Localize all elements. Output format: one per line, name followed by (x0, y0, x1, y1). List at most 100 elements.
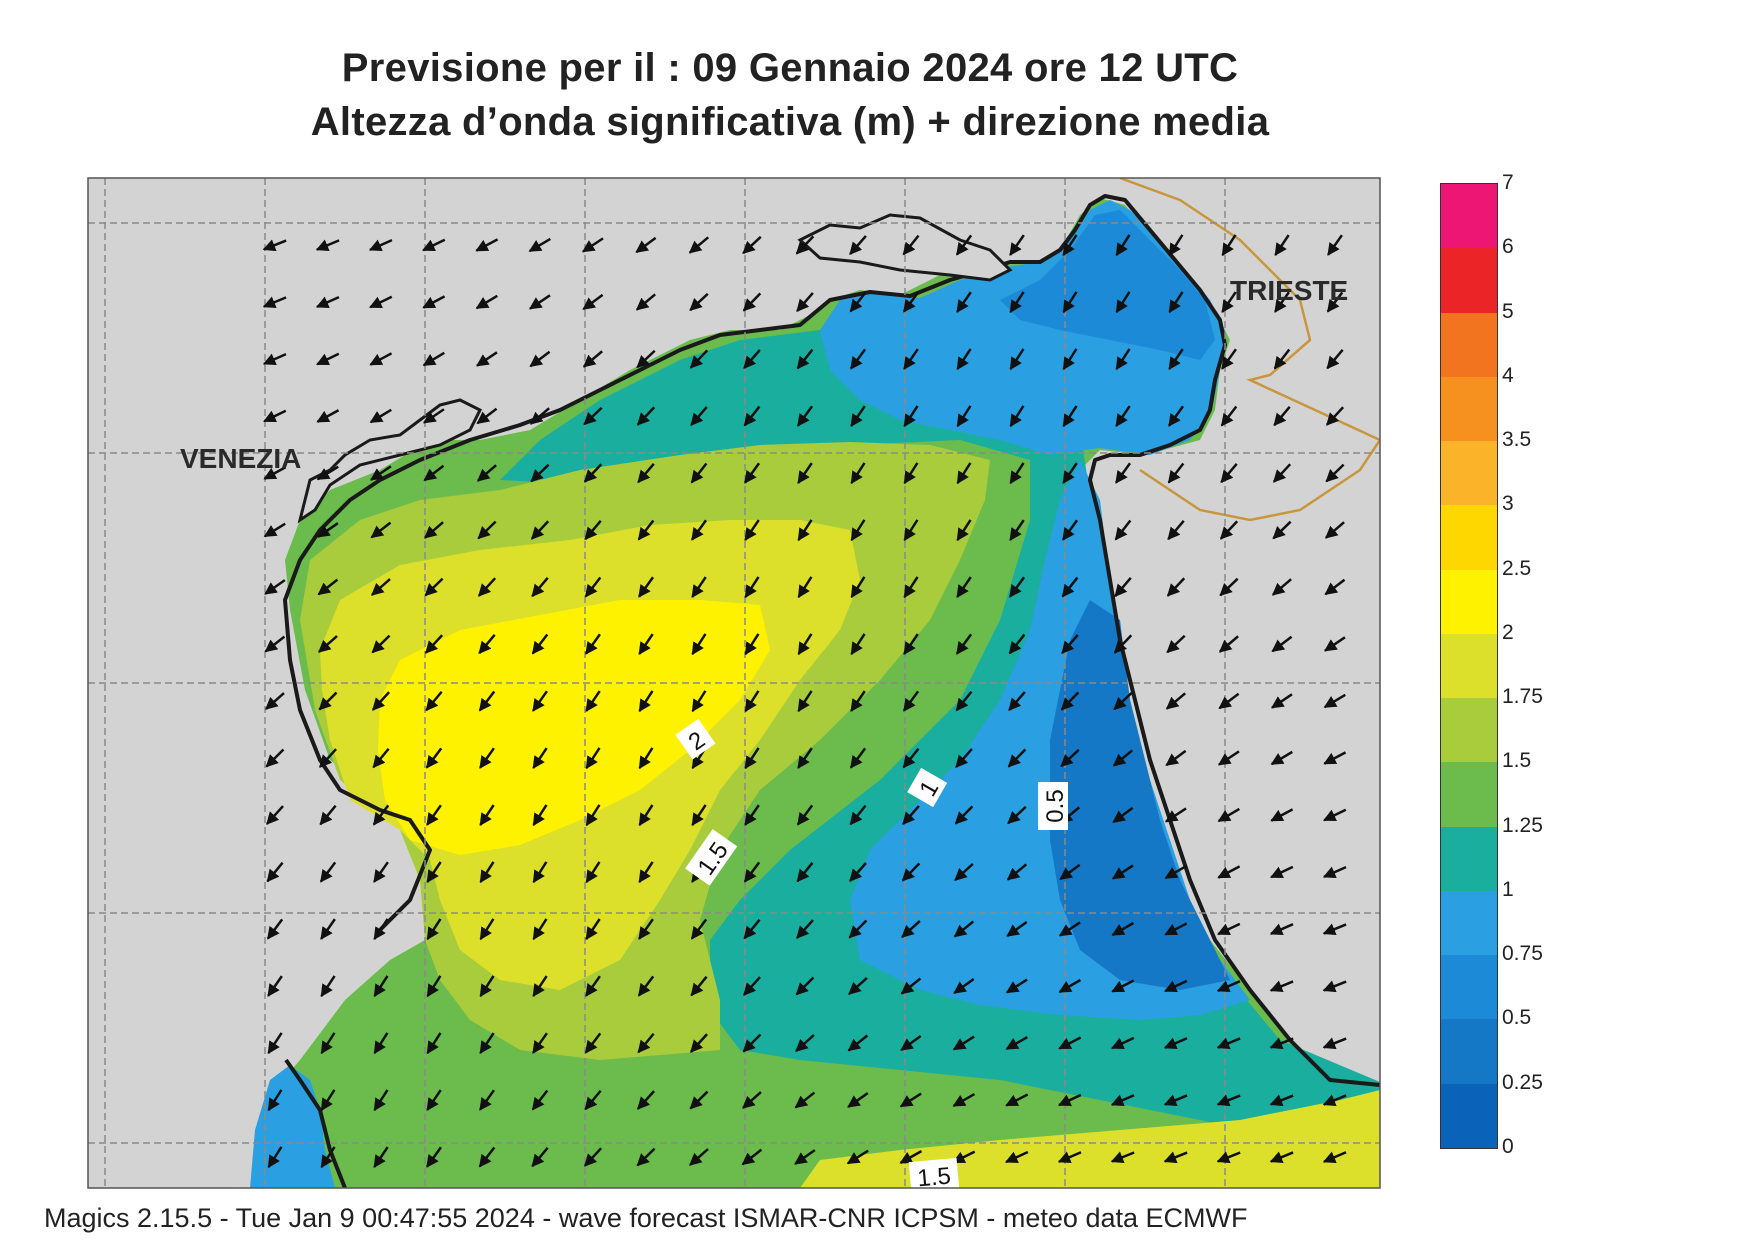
direction-arrow (424, 634, 444, 654)
colorbar-segment (1441, 312, 1497, 377)
direction-arrow (796, 292, 814, 312)
direction-arrow (1060, 748, 1080, 768)
direction-arrow (638, 804, 654, 827)
direction-arrow (373, 975, 389, 998)
direction-arrow (850, 633, 866, 656)
direction-arrow (1115, 348, 1131, 371)
direction-arrow (1110, 1094, 1135, 1107)
direction-arrow (371, 578, 391, 596)
direction-arrow (743, 349, 761, 370)
direction-arrow (1323, 693, 1346, 709)
colorbar-segment (1441, 441, 1497, 506)
direction-arrow (424, 577, 444, 597)
direction-arrow (262, 352, 287, 366)
direction-arrow (903, 405, 919, 428)
direction-arrow (1322, 980, 1347, 993)
direction-arrow (797, 519, 813, 542)
direction-arrow (532, 747, 548, 770)
map-frame: 2 1.5 1 0.5 1.5 VENEZIA TRIESTE (88, 178, 1380, 1188)
direction-arrow (743, 918, 761, 940)
direction-arrow (690, 519, 708, 541)
direction-arrow (319, 861, 337, 883)
direction-arrow (1006, 920, 1028, 938)
direction-arrow (1269, 1094, 1294, 1107)
direction-arrow (1164, 979, 1188, 993)
direction-arrow (582, 350, 603, 368)
direction-arrow (742, 1091, 762, 1109)
direction-arrow (422, 238, 446, 252)
direction-arrow (1218, 635, 1239, 653)
direction-arrow (956, 405, 972, 428)
direction-arrow (952, 1150, 976, 1164)
colorbar-tick-label: 4 (1502, 363, 1514, 387)
direction-arrow (1322, 923, 1347, 936)
direction-arrow (689, 1148, 709, 1166)
direction-arrow (583, 463, 603, 483)
direction-arrow (1272, 463, 1292, 483)
direction-arrow (423, 521, 444, 539)
direction-arrow (1323, 751, 1347, 765)
direction-arrow (956, 462, 972, 485)
colorbar-tick-label: 1.75 (1502, 685, 1543, 709)
direction-arrow (954, 805, 974, 825)
direction-arrow (262, 296, 287, 309)
direction-arrow (318, 635, 338, 653)
direction-arrow (797, 690, 813, 713)
map-border (87, 177, 1381, 1189)
direction-arrow (953, 920, 975, 938)
direction-arrow (583, 406, 603, 426)
direction-arrow (1168, 291, 1184, 314)
colorbar-segment (1441, 1019, 1497, 1084)
direction-arrow (638, 861, 654, 884)
colorbar-segment (1441, 698, 1497, 763)
direction-arrow (903, 348, 919, 370)
direction-arrow (477, 577, 497, 597)
direction-arrow (690, 406, 708, 427)
direction-arrow (797, 462, 813, 484)
direction-arrow (741, 1148, 763, 1166)
direction-arrow (744, 576, 760, 599)
direction-arrow (1271, 578, 1292, 596)
direction-arrow (316, 409, 340, 423)
direction-arrow (1008, 633, 1026, 655)
direction-arrow (476, 407, 498, 425)
direction-arrow (743, 462, 761, 484)
direction-arrow (849, 348, 867, 370)
direction-arrow (266, 805, 284, 825)
direction-arrow (690, 462, 708, 484)
direction-arrow (315, 295, 340, 309)
direction-arrow (1166, 634, 1186, 654)
direction-arrow (1009, 519, 1025, 541)
direction-arrow (319, 748, 337, 768)
direction-arrow (850, 405, 866, 427)
direction-arrow (689, 292, 709, 312)
colorbar-tick-label: 5 (1502, 299, 1514, 323)
direction-arrow (263, 522, 286, 538)
direction-arrow (1007, 748, 1027, 768)
direction-arrow (1273, 405, 1291, 427)
direction-arrow (531, 1146, 549, 1168)
direction-arrow (1164, 922, 1188, 936)
direction-arrow (1324, 636, 1346, 652)
colorbar-tick-label: 1.5 (1502, 749, 1532, 773)
direction-arrow (797, 633, 813, 656)
direction-arrow (1009, 348, 1025, 371)
direction-arrow (475, 238, 499, 252)
direction-arrow (1061, 519, 1079, 541)
colorbar-segment (1441, 890, 1497, 956)
direction-arrow (796, 405, 814, 427)
direction-arrow (956, 519, 972, 542)
direction-arrow (956, 348, 972, 371)
direction-arrow (1269, 923, 1294, 936)
direction-arrow (903, 462, 919, 485)
direction-arrow (477, 520, 497, 540)
direction-arrow (744, 690, 760, 713)
direction-arrow (794, 1149, 816, 1165)
colorbar-tick-label: 2 (1502, 620, 1514, 644)
direction-arrow (320, 1146, 336, 1169)
direction-arrow (267, 1146, 283, 1169)
direction-arrow (1216, 1094, 1241, 1107)
direction-arrow (637, 519, 655, 541)
direction-arrow (532, 918, 548, 941)
colorbar-tick-label: 1 (1502, 877, 1514, 901)
